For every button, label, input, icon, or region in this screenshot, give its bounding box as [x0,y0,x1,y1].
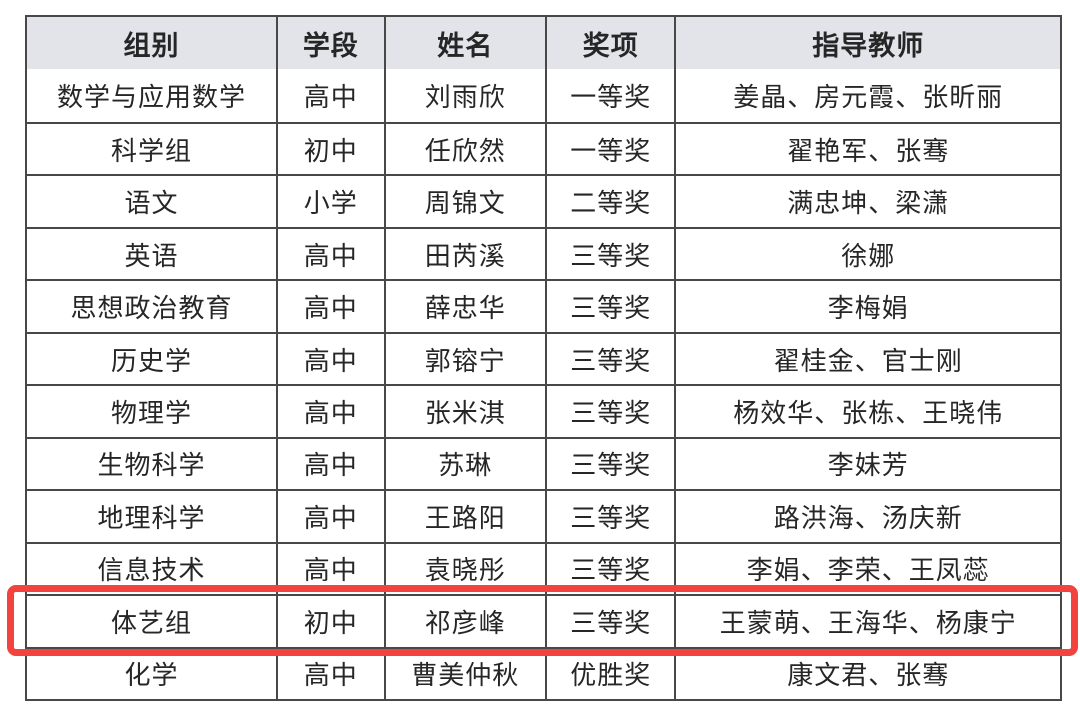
cell-award: 三等奖 [546,594,677,647]
cell-level: 高中 [278,646,386,700]
cell-group: 体艺组 [27,594,279,647]
cell-teachers: 姜晶、房元霞、张昕丽 [733,82,1004,113]
cell-level: 初中 [278,594,386,647]
cell-name: 薛忠华 [385,279,547,332]
cell-teachers: 李娟、李荣、王凤蕊 [676,541,1060,594]
cell-level: 高中 [278,279,386,332]
cell-award: 三等奖 [546,489,677,542]
cell-name: 周锦文 [385,174,547,227]
cell-name: 任欣然 [385,121,547,175]
cell-name: 田芮溪 [385,226,547,280]
cell-teachers: 满忠坤、梁潇 [676,174,1060,226]
cell-award: 三等奖 [546,541,677,595]
cell-group: 化学 [27,646,279,700]
cell-level: 高中 [278,384,386,437]
cell-name: 祁彦峰 [385,594,547,647]
cell-teachers: 李妹芳 [676,436,1060,489]
header-cell-group: 组别 [27,17,279,70]
header-cell-teachers: 指导教师 [676,17,1060,70]
cell-level: 小学 [278,174,386,227]
cell-level: 高中 [278,226,386,280]
cell-name: 袁晓彤 [385,541,547,595]
cell-name: 王路阳 [385,489,547,542]
table-row: 科学组 初中 任欣然 一等奖 翟艳军、张骞 [27,121,1060,175]
table-row: 物理学 高中 张米淇 三等奖 杨效华、张栋、王晓伟 [27,384,1060,437]
cell-teachers: 李梅娟 [676,279,1060,331]
table-row-highlighted: 体艺组 初中 祁彦峰 三等奖 王蒙萌、王海华、杨康宁 [7,585,1078,657]
cell-teachers: 杨效华、张栋、王晓伟 [676,384,1060,436]
cell-group: 信息技术 [27,541,279,595]
award-table: 组别 学段 姓名 奖项 指导教师 数学与应用数学 高中 刘雨欣 一等奖 姜晶、房… [7,15,1078,701]
cell-teachers: 康文君、张骞 [676,646,1060,699]
cell-award: 三等奖 [546,331,677,385]
cell-name: 苏琳 [385,436,547,490]
cell-teachers: 徐娜 [676,226,1060,279]
cell-name: 刘雨欣 [386,69,547,122]
table-row: 生物科学 高中 苏琳 三等奖 李妹芳 [27,436,1060,490]
cell-group: 物理学 [27,384,279,437]
table-row: 数学与应用数学 高中 刘雨欣 一等奖 姜晶、房元霞、张昕丽 [27,69,1060,122]
header-cell-level: 学段 [278,17,386,70]
cell-group: 科学组 [27,121,279,175]
cell-level: 高中 [278,436,386,490]
cell-name: 张米淇 [385,384,547,437]
cell-group: 思想政治教育 [27,279,279,332]
cell-group: 地理科学 [27,489,279,542]
cell-group: 数学与应用数学 [27,69,279,122]
cell-award: 优胜奖 [546,646,677,700]
cell-award: 一等奖 [547,69,677,122]
table-header-row: 组别 学段 姓名 奖项 指导教师 [27,17,1060,70]
cell-teachers: 翟艳军、张骞 [676,121,1060,174]
cell-level: 高中 [278,489,386,542]
table-row: 化学 高中 曹美仲秋 优胜奖 康文君、张骞 [27,646,1060,700]
cell-award: 三等奖 [546,384,677,437]
cell-award: 三等奖 [546,436,677,490]
cell-award: 二等奖 [546,174,677,227]
cell-group: 历史学 [27,331,279,385]
header-cell-award: 奖项 [546,17,677,70]
table-row: 英语 高中 田芮溪 三等奖 徐娜 [27,226,1060,280]
table-row: 历史学 高中 郭镕宁 三等奖 翟桂金、官士刚 [27,331,1060,385]
cell-teachers: 翟桂金、官士刚 [676,331,1060,384]
cell-name: 郭镕宁 [385,331,547,385]
table-row: 地理科学 高中 王路阳 三等奖 路洪海、汤庆新 [27,489,1060,542]
cell-group: 英语 [27,226,279,280]
table-row: 信息技术 高中 袁晓彤 三等奖 李娟、李荣、王凤蕊 [27,541,1060,595]
cell-award: 三等奖 [546,279,677,332]
table-row: 思想政治教育 高中 薛忠华 三等奖 李梅娟 [27,279,1060,332]
cell-teachers: 王蒙萌、王海华、杨康宁 [676,594,1060,646]
cell-award: 一等奖 [546,121,677,175]
cell-group: 语文 [27,174,279,227]
cell-level: 初中 [278,121,386,175]
cell-level: 高中 [278,69,386,122]
cell-level: 高中 [278,541,386,595]
cell-level: 高中 [278,331,386,385]
cell-group: 生物科学 [27,436,279,490]
cell-award: 三等奖 [546,226,677,280]
cell-teachers: 路洪海、汤庆新 [676,489,1060,541]
cell-name: 曹美仲秋 [385,646,547,700]
table-row: 语文 小学 周锦文 二等奖 满忠坤、梁潇 [27,174,1060,227]
header-cell-name: 姓名 [385,17,547,70]
